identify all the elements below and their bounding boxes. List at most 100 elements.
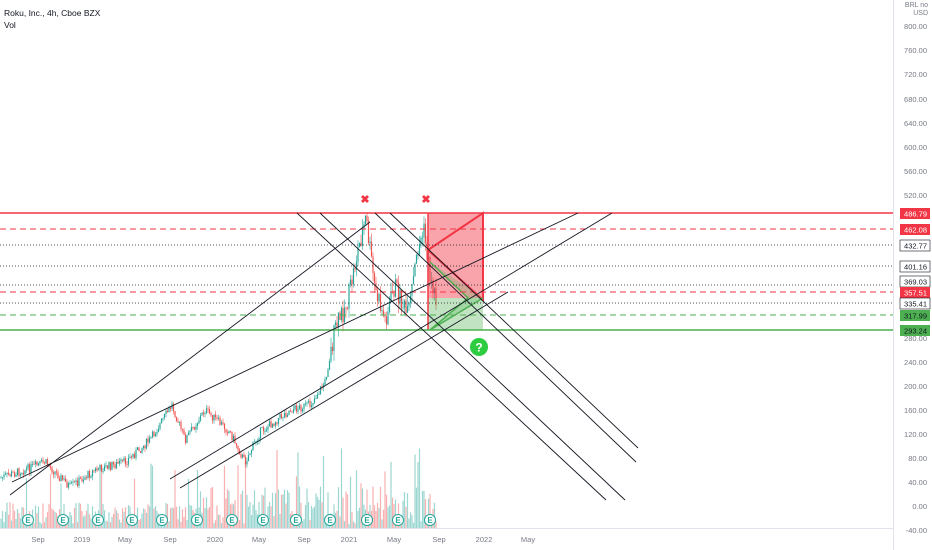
ascending-channel-bottom[interactable] [179, 291, 509, 489]
volume-bar [372, 486, 374, 528]
candle-body [85, 477, 88, 479]
ascending-channel-top[interactable] [9, 221, 371, 496]
candle-body [286, 414, 289, 417]
candle-body [235, 443, 238, 446]
candle-body [87, 471, 89, 478]
volume-bar [309, 520, 311, 528]
descending-line-2[interactable] [319, 212, 626, 501]
volume-bar [288, 492, 290, 528]
earnings-marker-circle [424, 514, 436, 526]
top-x-mark-2[interactable]: ✖ [421, 194, 430, 206]
earnings-marker-circle [392, 514, 404, 526]
ascending-channel-lower[interactable] [169, 212, 613, 480]
volume-bar [133, 478, 136, 528]
price-axis[interactable]: 800.00 760.00 720.00 680.00 640.00 600.0… [904, 22, 927, 535]
volume-bar [88, 514, 91, 528]
descending-line-3[interactable] [374, 212, 637, 463]
volume-indicator-label[interactable]: Vol [4, 20, 16, 30]
descending-line-4[interactable] [389, 212, 639, 449]
candle-body [273, 423, 275, 426]
candle-body [418, 244, 421, 255]
volume-bar [352, 521, 355, 528]
candle-body [283, 412, 286, 418]
volume-bar [382, 509, 385, 528]
volume-bar [124, 507, 127, 528]
volume-bar [421, 490, 424, 528]
candle-body [277, 418, 280, 424]
time-tick: May [387, 535, 401, 544]
candle-body [202, 412, 205, 415]
candle-body [414, 263, 416, 277]
volume-bar [307, 502, 310, 528]
volume-bar [36, 513, 38, 528]
level-badges[interactable]: 486.79 462.08 432.77 401.16 369.03 357.5… [899, 208, 931, 336]
candle-body [214, 414, 217, 418]
ascending-channel-upper[interactable] [11, 212, 579, 483]
volume-bar [169, 508, 172, 528]
volume-bar [228, 490, 230, 528]
earnings-marker-label: E [293, 516, 299, 525]
reward-triangle-outline[interactable] [429, 261, 484, 331]
time-axis[interactable]: Sep 2019 May Sep 2020 May Sep 2021 May S… [31, 535, 535, 544]
candle-body [166, 410, 169, 413]
candle-body [313, 398, 316, 404]
earnings-marker-circle [22, 514, 34, 526]
volume-bar [90, 518, 92, 528]
candle-body [34, 461, 37, 464]
candle-body [91, 470, 94, 477]
time-tick: Sep [31, 535, 44, 544]
candle-body [270, 421, 272, 428]
candle-body [165, 410, 167, 414]
volume-bar [49, 473, 52, 528]
candle-body [21, 472, 23, 475]
volume-bar [319, 486, 322, 528]
top-x-mark-1[interactable]: ✖ [360, 194, 369, 206]
level-badge-401: 401.16 [899, 260, 931, 273]
candle-body [198, 420, 200, 424]
currency-label[interactable]: BRL no USD [905, 2, 928, 18]
volume-bar [85, 510, 88, 528]
descending-line-1[interactable] [296, 212, 607, 501]
candle-body [315, 398, 317, 400]
volume-bar [424, 499, 427, 528]
candle-body [382, 310, 385, 317]
level-badge-486: 486.79 [900, 208, 930, 219]
candle-body [262, 426, 265, 432]
symbol-title[interactable]: Roku, Inc., 4h, Cboe BZX [4, 8, 101, 18]
volume-bar [277, 489, 280, 528]
candle-body [169, 407, 172, 409]
chart-legend[interactable]: Roku, Inc., 4h, Cboe BZX Vol [4, 7, 100, 31]
earnings-marker-circle [290, 514, 302, 526]
candle-body [97, 468, 100, 471]
candle-body [211, 415, 214, 421]
candle-body [73, 481, 76, 483]
candle-body [312, 403, 314, 406]
candle-body [406, 306, 409, 313]
candle-body [124, 458, 127, 465]
volume-bar [385, 494, 388, 528]
candle-body [364, 215, 367, 225]
volume-bar [285, 503, 287, 528]
candle-body [37, 463, 40, 466]
candle-body [105, 465, 107, 467]
volume-bar [126, 518, 128, 528]
price-tick: 80.00 [908, 454, 927, 463]
candle-body [408, 303, 410, 307]
price-tick: 0.00 [912, 502, 927, 511]
volume-bar [123, 511, 125, 528]
volume-bar [82, 516, 85, 528]
volume-bar [154, 506, 157, 528]
volume-bar [415, 487, 418, 528]
earnings-marker-label: E [395, 516, 401, 525]
volume-bar [78, 502, 80, 528]
volume-bar [414, 454, 416, 528]
volume-bar [115, 510, 118, 528]
volume-bar [300, 502, 302, 528]
candle-body [127, 457, 130, 465]
volume-bar [148, 506, 151, 528]
question-mark-annotation[interactable]: ? [470, 338, 488, 356]
candle-body [274, 422, 277, 426]
candle-body [57, 472, 59, 479]
